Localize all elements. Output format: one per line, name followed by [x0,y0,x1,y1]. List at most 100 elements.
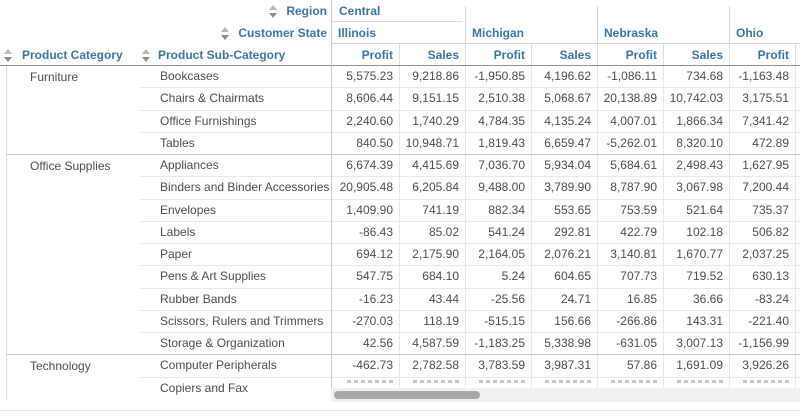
data-cell[interactable]: 521.64 [663,199,729,221]
subcategory-label[interactable]: Tables [160,135,195,150]
state-header[interactable]: Nebraska [604,26,659,40]
data-cell[interactable]: 5,934.04 [531,155,597,177]
data-cell[interactable]: 5,068.67 [531,88,597,110]
data-cell[interactable]: -86.43 [358,224,393,239]
column-header-profit[interactable]: Profit [465,44,531,66]
data-cell[interactable]: -1,156.99 [729,333,795,356]
category-label[interactable]: Furniture [30,70,79,84]
product-category-field-label[interactable]: Product Category [22,48,123,62]
sort-icon-product-subcategory[interactable] [142,48,151,62]
data-cell[interactable]: 1,627.95 [729,155,795,177]
data-cell[interactable]: 840.50 [356,135,393,150]
data-cell[interactable]: 707.73 [597,266,663,288]
data-cell[interactable]: 2,164.05 [465,244,531,266]
data-cell[interactable]: 3,067.98 [663,177,729,199]
data-cell[interactable]: 156.66 [531,310,597,333]
data-cell[interactable]: 1,670.77 [663,244,729,266]
subcategory-label[interactable]: Office Furnishings [160,113,257,128]
data-cell[interactable]: 1,691.09 [663,355,729,377]
data-cell[interactable]: -83.24 [729,288,795,310]
customer-state-field-label[interactable]: Customer State [238,26,327,40]
data-cell[interactable]: 753.59 [597,199,663,221]
data-cell[interactable]: 4,007.01 [597,110,663,132]
data-cell[interactable]: 7,200.44 [729,177,795,199]
data-cell[interactable]: 4,415.69 [399,155,465,177]
data-cell[interactable]: 630.13 [729,266,795,288]
data-cell[interactable]: -515.15 [465,310,531,333]
data-cell[interactable]: 10,742.03 [663,88,729,110]
data-cell[interactable]: 735.37 [729,199,795,221]
state-header[interactable]: Illinois [338,26,377,40]
data-cell[interactable]: 6,659.47 [531,132,597,156]
category-label[interactable]: Office Supplies [30,159,111,174]
data-cell[interactable]: 3,987.31 [531,355,597,377]
data-cell[interactable]: -1,950.85 [465,66,531,88]
data-cell[interactable]: 4,784.35 [465,110,531,132]
scrollbar-thumb[interactable] [334,391,480,399]
data-cell[interactable]: -1,086.11 [597,66,663,88]
subcategory-label[interactable]: Bookcases [160,69,219,83]
data-cell[interactable]: 604.65 [531,266,597,288]
data-cell[interactable]: 719.52 [663,266,729,288]
data-cell[interactable]: 553.65 [531,199,597,221]
data-cell[interactable]: 6,674.39 [346,158,393,173]
data-cell[interactable]: 734.68 [663,66,729,88]
data-cell[interactable]: 2,240.60 [346,113,393,128]
data-cell[interactable]: 2,510.38 [465,88,531,110]
subcategory-label[interactable]: Scissors, Rulers and Trimmers [160,313,324,328]
data-cell[interactable]: 5,575.23 [346,69,393,83]
subcategory-label[interactable]: Envelopes [160,202,217,217]
data-cell[interactable]: -5,262.01 [597,132,663,156]
state-header[interactable]: Ohio [736,26,764,40]
data-cell[interactable]: -1,183.25 [465,333,531,356]
data-cell[interactable]: 3,175.51 [729,88,795,110]
data-cell[interactable]: 547.75 [356,269,393,284]
data-cell[interactable]: 118.19 [399,310,465,333]
data-cell[interactable]: 292.81 [531,221,597,244]
data-cell[interactable]: 3,007.13 [663,333,729,356]
column-header-sales[interactable]: Sales [399,44,465,66]
data-cell[interactable]: 4,196.62 [531,66,597,88]
data-cell[interactable]: 43.44 [399,288,465,310]
data-cell[interactable]: 2,175.90 [399,244,465,266]
data-cell[interactable]: 8,320.10 [663,132,729,156]
data-cell[interactable]: -221.40 [729,310,795,333]
data-cell[interactable]: -462.73 [352,358,393,373]
data-cell[interactable]: 20,905.48 [339,180,393,195]
column-header-profit[interactable]: Profit [361,48,393,62]
data-cell[interactable]: 2,782.58 [399,355,465,377]
data-cell[interactable]: 24.71 [531,288,597,310]
region-field-label[interactable]: Region [286,4,327,18]
data-cell[interactable]: 3,140.81 [597,244,663,266]
data-cell[interactable]: -266.86 [597,310,663,333]
data-cell[interactable]: 7,036.70 [465,155,531,177]
product-subcategory-field-label[interactable]: Product Sub-Category [158,48,286,62]
data-cell[interactable]: 1,740.29 [399,110,465,132]
data-cell[interactable]: 2,076.21 [531,244,597,266]
data-cell[interactable]: 57.86 [597,355,663,377]
data-cell[interactable]: 506.82 [729,221,795,244]
sort-icon-customer-state[interactable] [221,26,230,40]
data-cell[interactable]: 5,338.98 [531,333,597,356]
data-cell[interactable]: 882.34 [465,199,531,221]
column-header-profit[interactable]: Profit [729,44,795,66]
data-cell[interactable]: -1,163.48 [729,66,795,88]
subcategory-label[interactable]: Paper [160,247,193,262]
data-cell[interactable]: 741.19 [399,199,465,221]
data-cell[interactable]: 6,205.84 [399,177,465,199]
data-cell[interactable]: 4,587.59 [399,333,465,356]
sort-icon-region[interactable] [269,4,278,18]
data-cell[interactable]: 8,787.90 [597,177,663,199]
subcategory-label[interactable]: Pens & Art Supplies [160,269,267,284]
subcategory-label[interactable]: Appliances [160,158,219,173]
data-cell[interactable]: 3,783.59 [465,355,531,377]
subcategory-label[interactable]: Binders and Binder Accessories [160,180,330,195]
data-cell[interactable]: 102.18 [663,221,729,244]
data-cell[interactable]: 684.10 [399,266,465,288]
data-cell[interactable]: -25.56 [465,288,531,310]
data-cell[interactable]: 5.24 [465,266,531,288]
subcategory-label[interactable]: Computer Peripherals [160,358,277,373]
data-cell[interactable]: 1,819.43 [465,132,531,156]
data-cell[interactable]: 472.89 [729,132,795,156]
subcategory-label[interactable]: Storage & Organization [160,336,285,351]
